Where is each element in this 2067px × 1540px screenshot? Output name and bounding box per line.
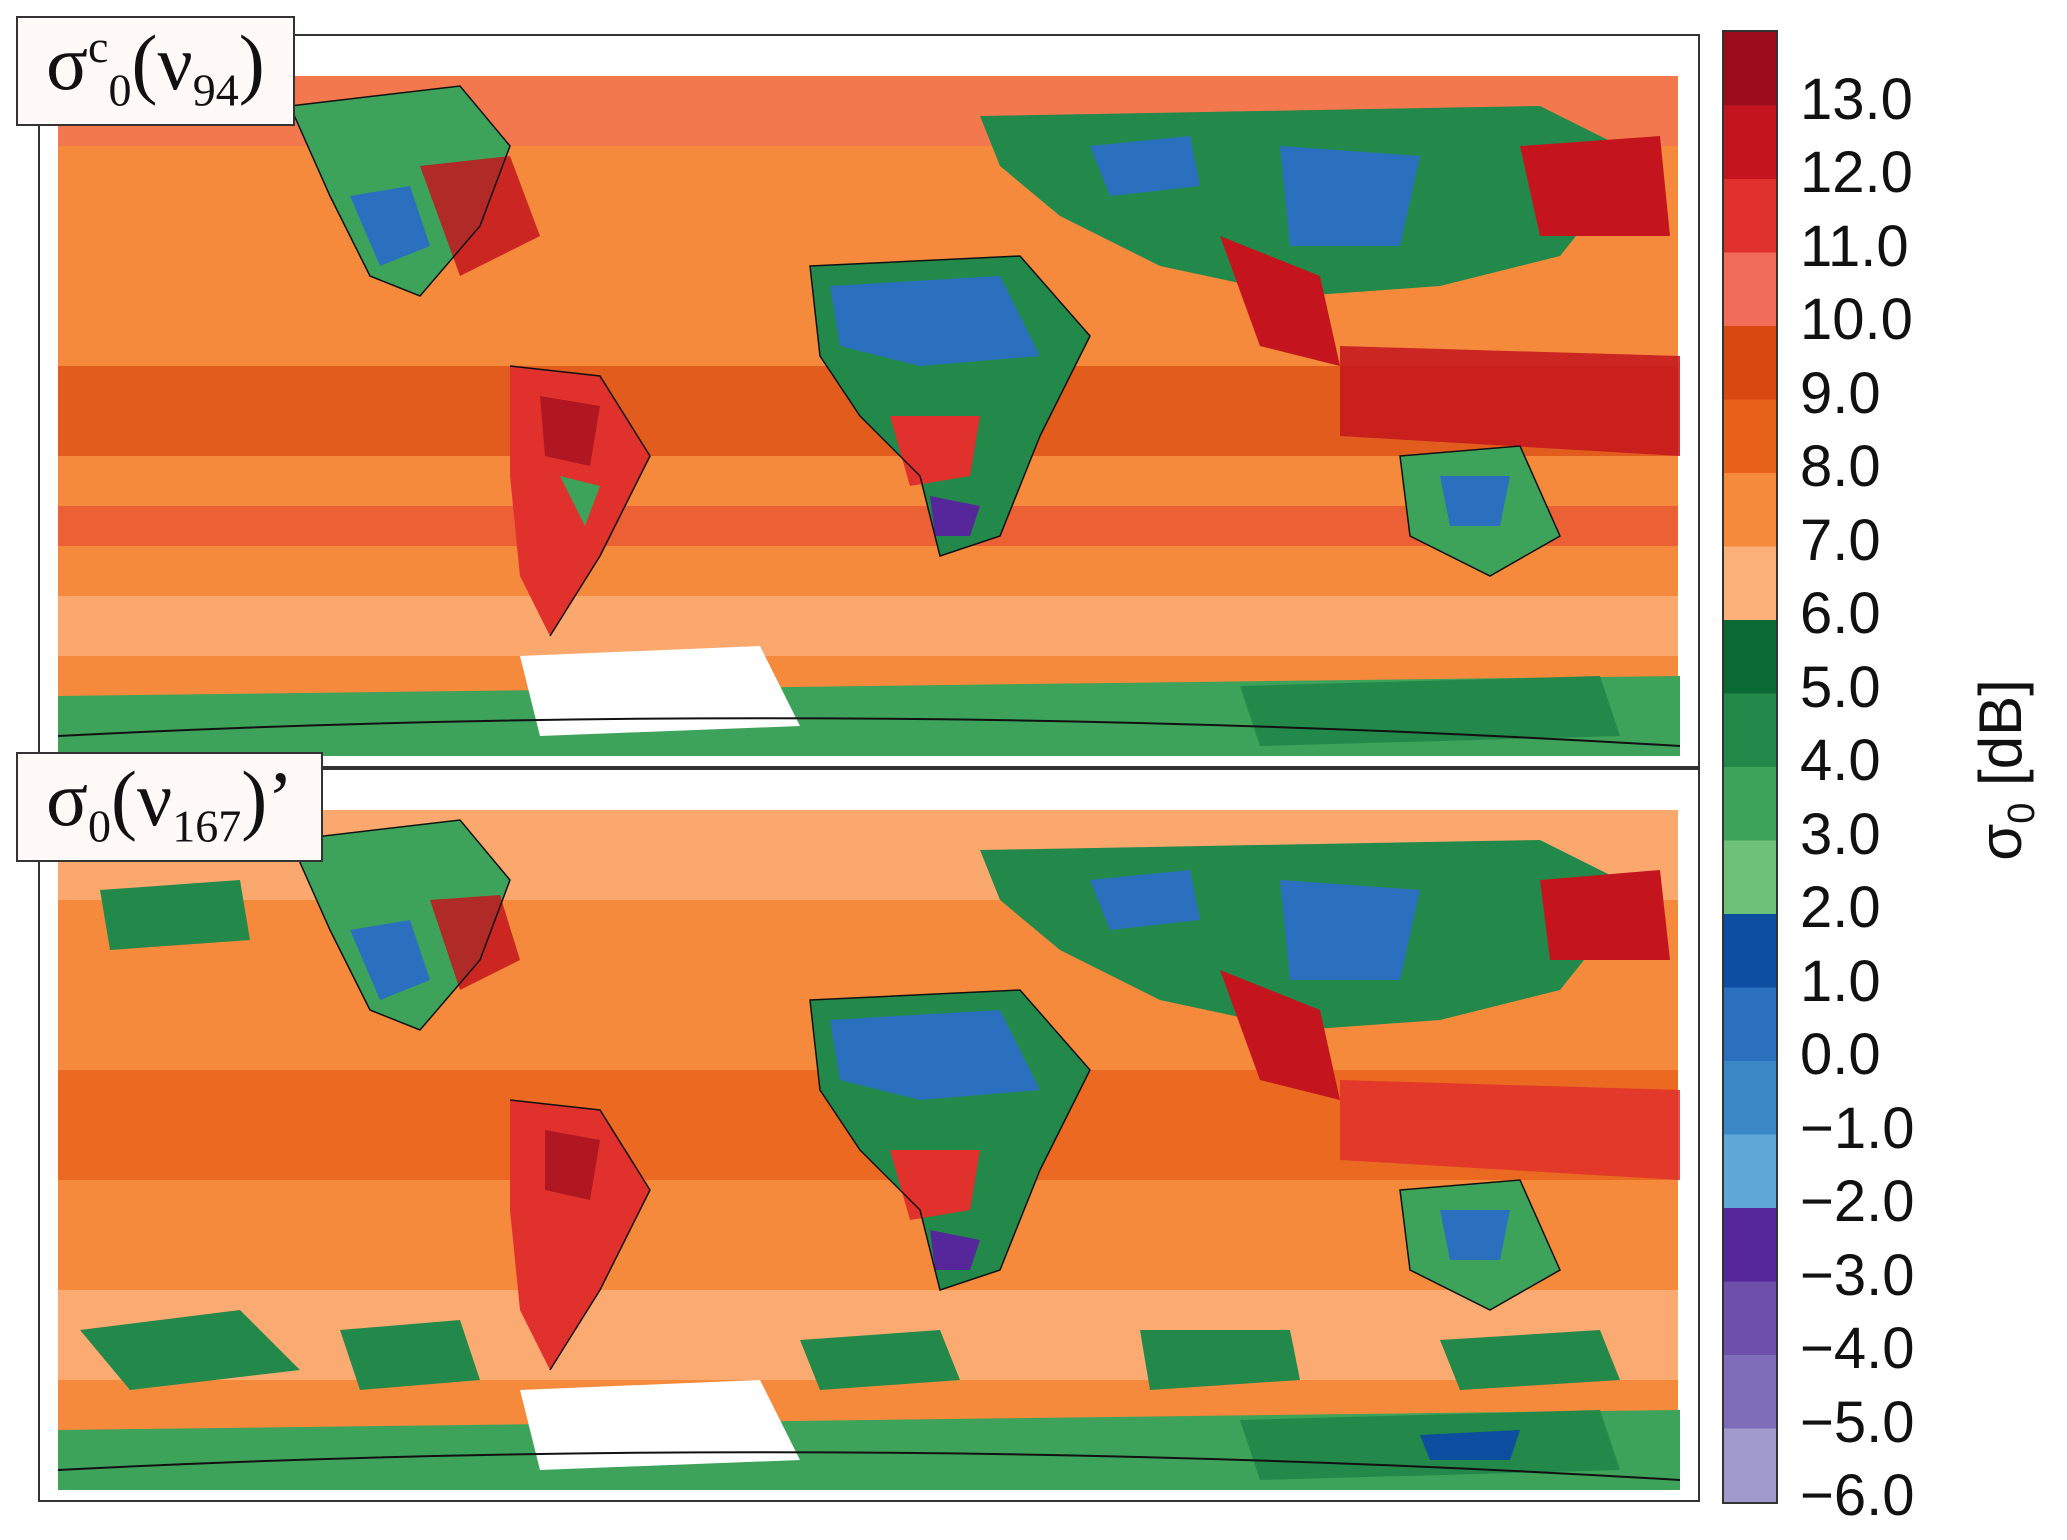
colorbar-tick-label: −3.0 — [1800, 1242, 1915, 1308]
colorbar-swatch — [1724, 473, 1776, 547]
colorbar-tick-label: 3.0 — [1800, 801, 1881, 867]
colorbar-swatch — [1724, 1061, 1776, 1135]
colorbar-tick-label: 10.0 — [1800, 287, 1913, 353]
colorbar-swatch — [1724, 1134, 1776, 1209]
colorbar-swatch — [1724, 1428, 1776, 1502]
map-top-graphic — [57, 76, 1681, 756]
colorbar-label-unit: [dB] — [1967, 679, 2034, 803]
map-bottom-graphic — [57, 810, 1681, 1490]
label-bottom-open: (ν — [111, 755, 173, 842]
colorbar-tick-label: 1.0 — [1800, 948, 1881, 1014]
colorbar-tick-label: −1.0 — [1800, 1095, 1915, 1161]
label-bottom-sigma: σ — [46, 755, 89, 842]
colorbar-swatch — [1724, 1355, 1776, 1429]
colorbar-tick-label: −4.0 — [1800, 1316, 1915, 1382]
label-bottom-sub: 0 — [88, 800, 112, 852]
colorbar-swatch — [1724, 693, 1776, 768]
map-panel-top — [38, 34, 1700, 768]
colorbar-tick-label: −5.0 — [1800, 1389, 1915, 1455]
colorbar-swatch — [1724, 914, 1776, 988]
label-top-close: ) — [238, 19, 265, 106]
colorbar-tick-label: 6.0 — [1800, 581, 1881, 647]
colorbar-tick-label: 7.0 — [1800, 507, 1881, 573]
colorbar-tick-label: −2.0 — [1800, 1169, 1915, 1235]
colorbar-swatch — [1724, 840, 1776, 915]
colorbar-swatch — [1724, 32, 1776, 106]
colorbar-swatch — [1724, 1208, 1776, 1282]
colorbar-tick-label: 13.0 — [1800, 66, 1913, 132]
colorbar-tick-label: 4.0 — [1800, 728, 1881, 794]
colorbar-label: σ0 [dB] — [1966, 679, 2044, 861]
colorbar-tick-label: 9.0 — [1800, 360, 1881, 426]
colorbar — [1722, 30, 1778, 1504]
label-top-sup: c — [88, 21, 109, 72]
colorbar-tick-label: 2.0 — [1800, 875, 1881, 941]
colorbar-tick-label: 12.0 — [1800, 140, 1913, 206]
colorbar-swatch — [1724, 326, 1776, 400]
colorbar-tick-label: 5.0 — [1800, 654, 1881, 720]
colorbar-tick-label: 0.0 — [1800, 1022, 1881, 1088]
colorbar-tick-label: −6.0 — [1800, 1463, 1915, 1529]
colorbar-swatch — [1724, 252, 1776, 327]
colorbar-ticks: 13.0 12.0 11.0 10.0 9.0 8.0 7.0 6.0 5.0 4.0 3.0 2.0… — [1800, 30, 2000, 1525]
colorbar-swatch — [1724, 179, 1776, 253]
panel-label-bottom: σ0(ν167)’ — [16, 752, 324, 862]
colorbar-label-sub: 0 — [2001, 802, 2043, 824]
colorbar-swatch — [1724, 105, 1776, 180]
colorbar-tick-label: 8.0 — [1800, 434, 1881, 500]
colorbar-label-sigma: σ — [1967, 823, 2034, 861]
colorbar-tick-label: 11.0 — [1800, 213, 1909, 279]
colorbar-swatch — [1724, 620, 1776, 694]
label-top-open: (ν — [131, 19, 193, 106]
colorbar-swatch — [1724, 767, 1776, 841]
panel-label-top: σc0(ν94) — [16, 16, 295, 126]
label-top-freq: 94 — [192, 64, 239, 116]
label-bottom-close: )’ — [241, 755, 294, 842]
colorbar-swatches — [1724, 32, 1776, 1502]
colorbar-swatch — [1724, 399, 1776, 474]
label-bottom-freq: 167 — [172, 800, 242, 852]
label-top-sigma: σ — [46, 19, 89, 106]
colorbar-swatch — [1724, 546, 1776, 621]
map-panel-bottom — [38, 768, 1700, 1502]
colorbar-swatch — [1724, 1281, 1776, 1356]
label-top-sub: 0 — [108, 64, 132, 116]
colorbar-swatch — [1724, 987, 1776, 1062]
